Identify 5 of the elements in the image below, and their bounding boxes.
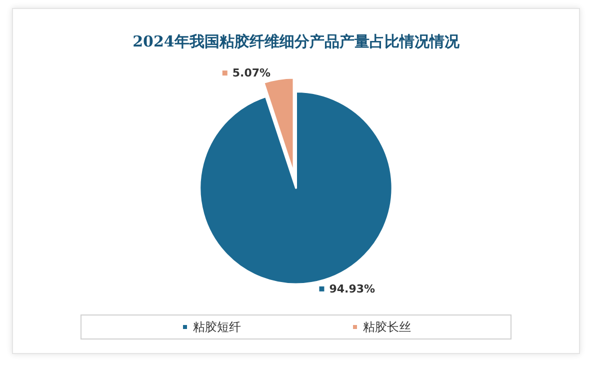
chart-title: 2024年我国粘胶纤维细分产品产量占比情况情况 bbox=[132, 32, 460, 50]
data-label: 5.07% bbox=[232, 66, 271, 80]
legend-label: 粘胶短纤 bbox=[193, 320, 241, 334]
legend-label: 粘胶长丝 bbox=[363, 320, 411, 334]
data-label: 94.93% bbox=[329, 282, 376, 296]
